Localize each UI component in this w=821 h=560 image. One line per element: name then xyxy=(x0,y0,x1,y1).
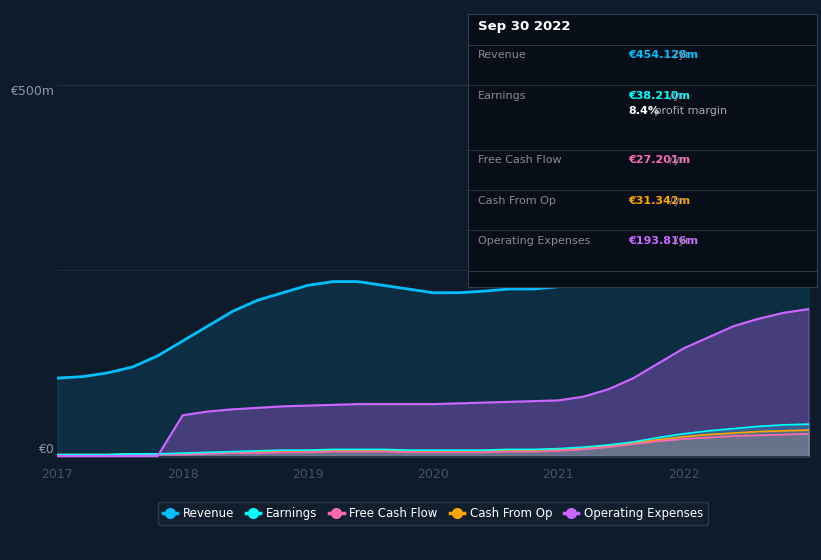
Text: 8.4%: 8.4% xyxy=(628,106,659,116)
Text: Sep 30 2022: Sep 30 2022 xyxy=(478,20,571,32)
Text: /yr: /yr xyxy=(667,91,685,101)
Text: Free Cash Flow: Free Cash Flow xyxy=(478,155,562,165)
Text: €0: €0 xyxy=(38,443,53,456)
Text: Earnings: Earnings xyxy=(478,91,526,101)
Text: €27.201m: €27.201m xyxy=(628,155,690,165)
Text: €500m: €500m xyxy=(10,85,53,98)
Text: /yr: /yr xyxy=(671,236,689,246)
Text: Operating Expenses: Operating Expenses xyxy=(478,236,590,246)
Text: Cash From Op: Cash From Op xyxy=(478,195,556,206)
Text: /yr: /yr xyxy=(667,195,685,206)
Text: €31.342m: €31.342m xyxy=(628,195,690,206)
Legend: Revenue, Earnings, Free Cash Flow, Cash From Op, Operating Expenses: Revenue, Earnings, Free Cash Flow, Cash … xyxy=(158,502,708,525)
Text: profit margin: profit margin xyxy=(651,106,727,116)
Text: /yr: /yr xyxy=(667,155,685,165)
Text: Revenue: Revenue xyxy=(478,50,526,60)
Text: €38.210m: €38.210m xyxy=(628,91,690,101)
Text: €193.816m: €193.816m xyxy=(628,236,698,246)
Text: €454.128m: €454.128m xyxy=(628,50,698,60)
Text: /yr: /yr xyxy=(671,50,689,60)
